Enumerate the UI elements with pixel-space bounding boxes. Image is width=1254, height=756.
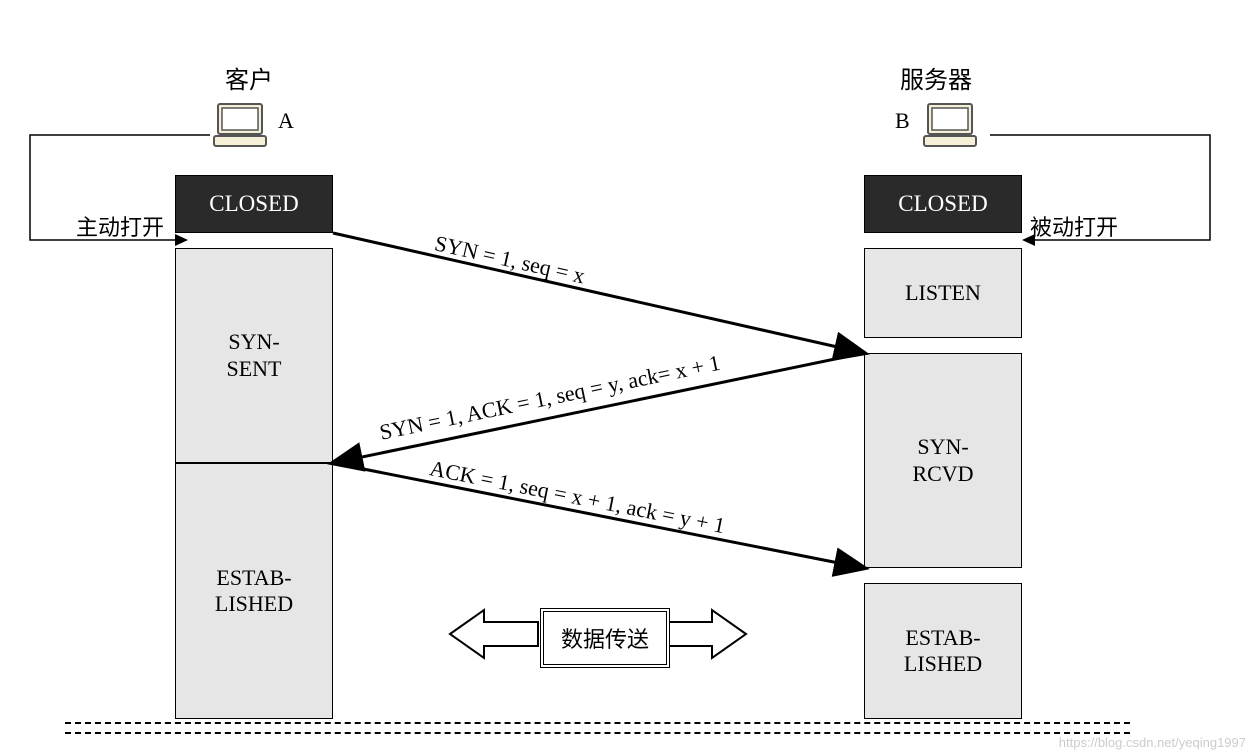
server-listen-state: LISTEN: [864, 248, 1022, 338]
msg-synack-label: SYN = 1, ACK = 1, seq = y, ack= x + 1: [377, 350, 722, 446]
tcp-handshake-diagram: 客户 A 服务器 B 主动打开 被动打开 CLOSED SYN- SEN: [0, 0, 1254, 756]
msg-ack-label: ACK = 1, seq = x + 1, ack = y + 1: [427, 455, 727, 539]
client-established-state: ESTAB- LISHED: [175, 463, 333, 719]
client-syn-sent-state: SYN- SENT: [175, 248, 333, 463]
baseline-dash-2: [65, 732, 1130, 734]
client-established-label: ESTAB- LISHED: [215, 565, 293, 618]
server-syn-rcvd-label: SYN- RCVD: [912, 434, 973, 487]
server-closed-state: CLOSED: [864, 175, 1022, 233]
server-computer-icon: [920, 100, 980, 150]
server-title: 服务器: [900, 60, 972, 95]
baseline-dash-1: [65, 722, 1130, 724]
client-endpoint-label: A: [278, 108, 294, 134]
client-title: 客户: [225, 60, 273, 95]
client-syn-sent-label: SYN- SENT: [227, 329, 282, 382]
server-established-label: ESTAB- LISHED: [904, 625, 982, 678]
server-established-state: ESTAB- LISHED: [864, 583, 1022, 719]
data-transfer-box: 数据传送: [540, 608, 670, 668]
watermark: https://blog.csdn.net/yeqing1997: [1059, 735, 1246, 750]
server-endpoint-label: B: [895, 108, 910, 134]
msg-syn-label: SYN = 1, seq = x: [432, 230, 587, 289]
client-closed-state: CLOSED: [175, 175, 333, 233]
data-transfer-label: 数据传送: [561, 622, 649, 654]
server-syn-rcvd-state: SYN- RCVD: [864, 353, 1022, 568]
